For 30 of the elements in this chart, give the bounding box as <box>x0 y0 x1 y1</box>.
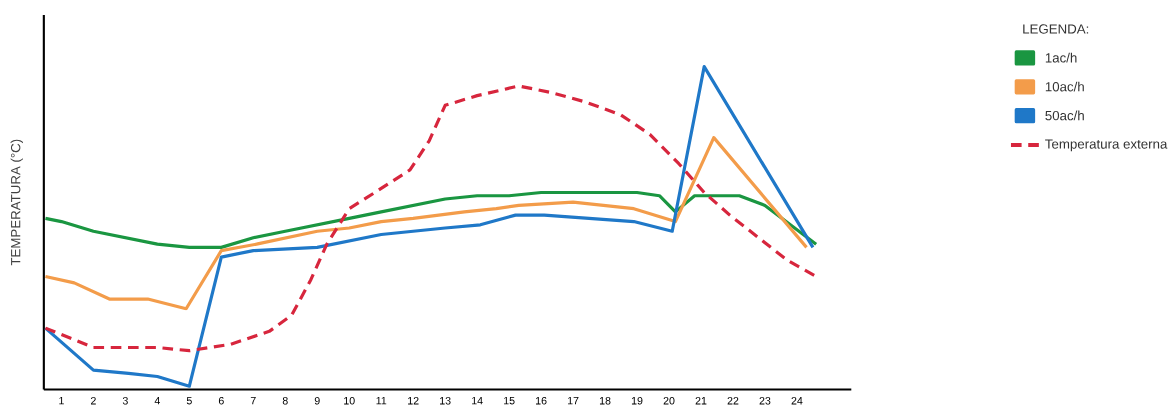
legend-label: 50ac/h <box>1045 110 1084 121</box>
x-tick-label: 5 <box>186 396 192 405</box>
x-tick-label: 11 <box>376 396 387 405</box>
legend-label: 1ac/h <box>1045 52 1077 63</box>
legend-label: 10ac/h <box>1045 81 1084 92</box>
y-axis-title: TEMPERATURA (°C) <box>10 139 23 266</box>
x-tick-label: 9 <box>314 396 320 405</box>
x-tick-label: 4 <box>154 396 161 405</box>
x-tick-label: 21 <box>695 396 707 405</box>
legend-label: Temperatura externa <box>1045 139 1168 152</box>
x-tick-label: 12 <box>408 396 419 405</box>
x-tick-label: 15 <box>504 396 515 405</box>
x-tick-label: 23 <box>759 396 771 405</box>
x-tick-label: 20 <box>663 396 675 405</box>
x-tick-label: 2 <box>90 396 96 405</box>
x-tick-label: 6 <box>218 396 224 405</box>
x-tick-label: 24 <box>791 396 803 405</box>
x-tick-label: 1 <box>59 396 64 405</box>
x-tick-label: 3 <box>122 396 128 405</box>
x-tick-label: 22 <box>727 396 739 405</box>
legend-title: LEGENDA: <box>1023 24 1089 34</box>
x-tick-label: 8 <box>282 396 288 405</box>
x-tick-label: 7 <box>250 396 256 405</box>
x-tick-label: 17 <box>567 396 579 405</box>
x-tick-label: 19 <box>631 396 643 405</box>
x-tick-label: 18 <box>599 396 611 405</box>
x-tick-label: 16 <box>536 396 547 405</box>
x-tick-label: 10 <box>344 396 355 405</box>
x-tick-label: 13 <box>440 396 451 405</box>
x-tick-label: 14 <box>472 396 483 405</box>
